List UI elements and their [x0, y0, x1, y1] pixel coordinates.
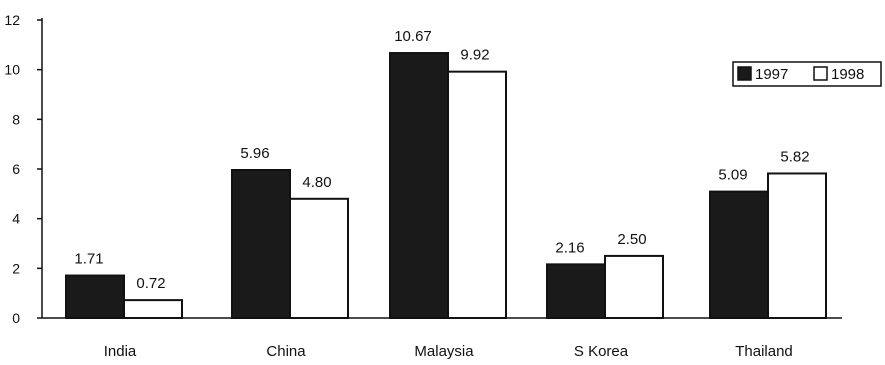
bar-1997-thailand — [709, 190, 769, 319]
y-tick-label: 0 — [12, 310, 20, 326]
bar-1998-india — [123, 299, 183, 319]
bars — [65, 52, 827, 320]
bar-1997-s-korea — [546, 263, 606, 319]
data-labels: 1.71 0.72 5.96 4.80 10.67 9.92 2.16 2.50 5.09 5.8… — [74, 28, 809, 292]
bar-1997-china — [231, 168, 291, 319]
bar-1997-malaysia — [389, 52, 449, 320]
data-label-1998-s-korea: 2.50 — [617, 231, 646, 248]
y-tick-label: 4 — [12, 211, 20, 227]
bar-1998-s-korea — [604, 254, 664, 320]
y-tick-label: 6 — [12, 161, 20, 177]
data-label-1998-india: 0.72 — [136, 275, 165, 292]
y-tick-label: 2 — [12, 260, 20, 276]
data-label-1997-malaysia: 10.67 — [394, 28, 432, 45]
category-label-china: China — [266, 343, 306, 360]
legend-label-1998: 1998 — [831, 66, 864, 83]
legend-frame — [732, 61, 882, 87]
bar-1997-india — [65, 274, 125, 320]
data-label-1997-thailand: 5.09 — [718, 167, 747, 184]
legend: 1997 1998 — [732, 61, 882, 87]
bar-1998-china — [289, 197, 349, 319]
category-label-india: India — [104, 343, 137, 360]
bar-1998-malaysia — [447, 70, 507, 319]
category-labels: India China Malaysia S Korea Thailand — [104, 343, 793, 360]
bar-1998-thailand — [767, 172, 827, 319]
y-tick-label: 10 — [4, 62, 20, 78]
data-label-1997-s-korea: 2.16 — [555, 239, 584, 256]
data-label-1998-malaysia: 9.92 — [460, 47, 489, 64]
legend-label-1997: 1997 — [755, 66, 788, 83]
y-tick-label: 8 — [12, 111, 20, 127]
data-label-1998-china: 4.80 — [302, 174, 331, 191]
category-label-malaysia: Malaysia — [414, 343, 474, 360]
data-label-1997-china: 5.96 — [240, 145, 269, 162]
category-label-thailand: Thailand — [735, 343, 793, 360]
legend-swatch-1997 — [737, 66, 752, 81]
legend-swatch-1998 — [813, 66, 828, 81]
data-label-1997-india: 1.71 — [74, 251, 103, 268]
category-label-s-korea: S Korea — [574, 343, 629, 360]
data-label-1998-thailand: 5.82 — [780, 148, 809, 165]
y-tick-label: 12 — [4, 12, 20, 28]
